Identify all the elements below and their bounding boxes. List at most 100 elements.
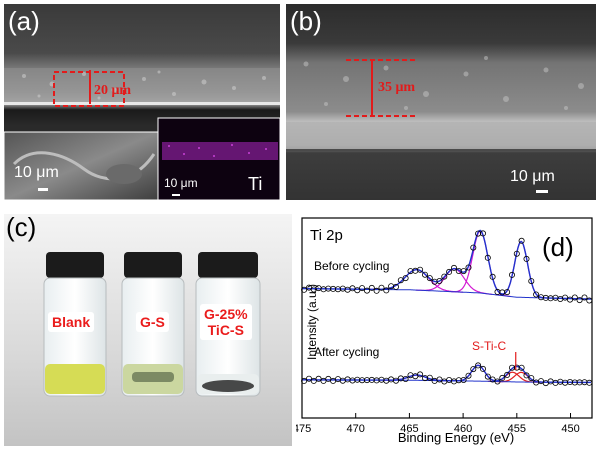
vial-label-g25-tics: G-25% TiC-S bbox=[200, 304, 252, 341]
panel-d: 475470465460455450 Ti 2p Before cycling … bbox=[293, 210, 596, 450]
data-point bbox=[446, 268, 453, 275]
component-peak-0-2 bbox=[451, 230, 511, 298]
data-point bbox=[436, 278, 443, 285]
x-axis-label: Binding Energy (eV) bbox=[398, 430, 514, 445]
data-point bbox=[562, 294, 569, 301]
data-point bbox=[364, 287, 371, 294]
panel-a-inset-scale-bar bbox=[172, 194, 180, 196]
data-point bbox=[305, 375, 312, 382]
data-point bbox=[470, 366, 477, 373]
panel-b: (b) 35 μm 10 μm bbox=[286, 4, 596, 200]
panel-a-scale-bar bbox=[38, 188, 48, 191]
xps-chart: 475470465460455450 Ti 2p Before cycling … bbox=[293, 217, 593, 445]
data-point bbox=[581, 294, 588, 301]
panel-c: (c) Blank G-S G-25% TiC-S bbox=[4, 212, 292, 446]
panel-a-scale-label: 10 μm bbox=[14, 164, 59, 181]
data-point bbox=[417, 266, 424, 273]
data-point bbox=[523, 372, 530, 379]
data-point bbox=[528, 278, 535, 285]
data-point bbox=[484, 373, 491, 380]
data-point bbox=[470, 244, 477, 251]
data-point bbox=[378, 284, 385, 291]
x-tick-label: 455 bbox=[508, 423, 526, 435]
x-tick-label: 450 bbox=[561, 423, 579, 435]
data-point bbox=[465, 264, 472, 271]
x-tick-label: 470 bbox=[347, 423, 365, 435]
plot-frame bbox=[301, 217, 593, 419]
panel-d-label: (d) bbox=[542, 232, 574, 262]
data-point bbox=[504, 371, 511, 378]
x-tick-label: 460 bbox=[454, 423, 472, 435]
data-point bbox=[547, 378, 554, 385]
data-point bbox=[383, 287, 390, 294]
data-point bbox=[479, 365, 486, 372]
panel-b-label: (b) bbox=[290, 6, 322, 36]
data-point bbox=[533, 291, 540, 298]
y-axis-label: Intensity (a.u.) bbox=[305, 284, 319, 360]
data-point bbox=[518, 237, 525, 244]
data-point bbox=[523, 255, 530, 262]
data-point bbox=[373, 287, 380, 294]
data-point bbox=[310, 377, 317, 384]
data-point bbox=[426, 374, 433, 381]
data-point bbox=[388, 376, 395, 383]
vial-label-g25-line2: TiC-S bbox=[207, 322, 244, 339]
data-point bbox=[460, 268, 467, 275]
vial-label-blank: Blank bbox=[48, 312, 95, 333]
chart-title: Ti 2p bbox=[310, 227, 343, 244]
data-point bbox=[397, 277, 404, 284]
data-point bbox=[368, 284, 375, 291]
panel-b-sem-image bbox=[286, 4, 596, 200]
vial-label-blank-text: Blank bbox=[52, 314, 91, 330]
data-point bbox=[354, 287, 361, 294]
data-point bbox=[489, 376, 496, 383]
data-point bbox=[417, 371, 424, 378]
data-point bbox=[513, 250, 520, 257]
x-tick-label: 465 bbox=[400, 423, 418, 435]
data-point bbox=[441, 273, 448, 280]
panel-c-label: (c) bbox=[6, 212, 37, 242]
series-label-before: Before cycling bbox=[314, 259, 389, 273]
panel-a-inset-scale-label: 10 μm bbox=[164, 176, 198, 190]
annotation-s-ti-c: S-Ti-C bbox=[472, 339, 507, 353]
data-point bbox=[518, 364, 525, 371]
panel-a-thickness-label: 20 μm bbox=[94, 83, 132, 98]
data-point bbox=[528, 375, 535, 382]
data-point bbox=[566, 296, 573, 303]
data-point bbox=[494, 378, 501, 385]
data-point bbox=[499, 374, 506, 381]
panel-b-scale-label: 10 μm bbox=[510, 168, 555, 185]
data-point bbox=[315, 375, 322, 382]
data-point bbox=[489, 273, 496, 280]
panel-b-scale-bar bbox=[536, 190, 548, 193]
data-point bbox=[359, 285, 366, 292]
data-point bbox=[460, 376, 467, 383]
panel-a-label: (a) bbox=[8, 6, 40, 36]
data-point bbox=[393, 377, 400, 384]
data-point bbox=[484, 254, 491, 261]
data-point bbox=[479, 230, 486, 237]
data-point bbox=[508, 271, 515, 278]
panel-a-sem-images bbox=[3, 4, 281, 201]
data-point bbox=[576, 297, 583, 304]
component-peak-0-3 bbox=[495, 240, 546, 299]
data-point bbox=[393, 283, 400, 290]
data-point bbox=[571, 294, 578, 301]
x-tick-label: 475 bbox=[296, 423, 311, 435]
data-point bbox=[426, 275, 433, 282]
data-point bbox=[402, 375, 409, 382]
data-point bbox=[504, 289, 511, 296]
vial-label-g25-line1: G-25% bbox=[204, 306, 248, 322]
data-point bbox=[450, 264, 457, 271]
data-point bbox=[330, 377, 337, 384]
data-point bbox=[465, 372, 472, 379]
panel-a: (a) 20 μm 10 μm 10 μm Ti bbox=[3, 4, 281, 201]
plot-area bbox=[301, 229, 593, 387]
panel-b-thickness-label: 35 μm bbox=[378, 80, 416, 95]
series-label-after: After cycling bbox=[314, 345, 379, 359]
data-point bbox=[422, 271, 429, 278]
panel-a-inset-element-label: Ti bbox=[248, 174, 263, 194]
vial-label-gs: G-S bbox=[136, 312, 169, 333]
data-point bbox=[402, 275, 409, 282]
data-point bbox=[475, 362, 482, 369]
